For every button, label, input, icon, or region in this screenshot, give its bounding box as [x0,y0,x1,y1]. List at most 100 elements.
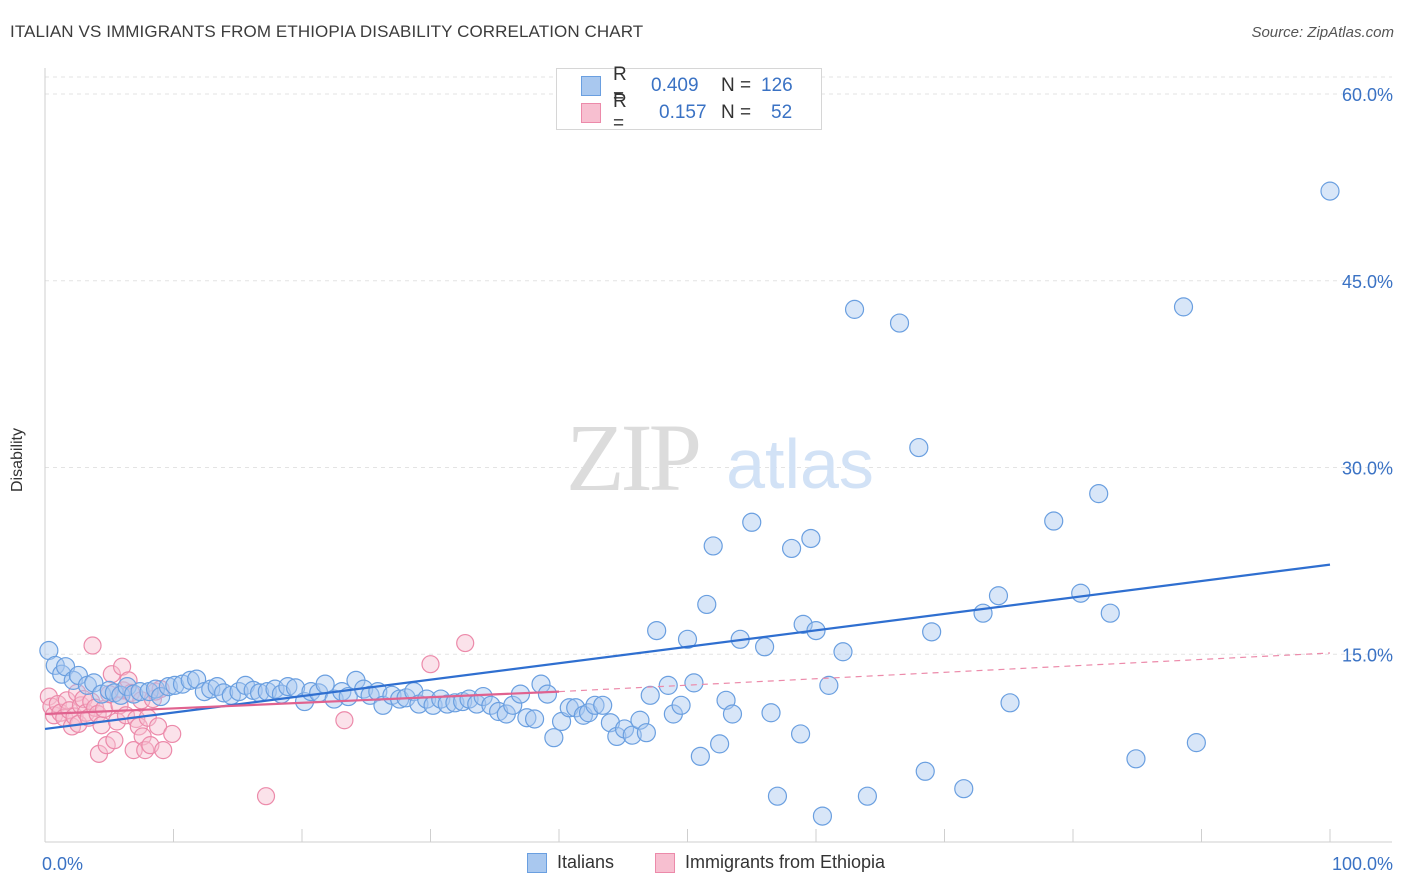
legend-r-value: 0.409 [651,75,699,96]
italians-point [214,683,234,703]
italians-point [1100,603,1120,623]
italians-point [445,693,465,713]
italians-point [544,728,564,748]
italians-point [151,686,171,707]
ethiopia-trend-extension [558,652,1331,693]
italians-trend-line [44,563,1331,731]
watermark: ZIP atlas [566,404,874,511]
ethiopia-point [335,711,354,730]
legend-item-italians[interactable]: Italians [527,852,614,873]
italians-point [630,710,650,730]
italians-point [1186,733,1206,753]
italians-point [585,695,605,715]
legend-row-ethiopia: R = 0.157 N = 52 [581,91,793,134]
italians-point [1071,583,1091,603]
ethiopia-point [92,716,111,735]
italians-point [697,594,717,615]
italians-point [537,684,558,704]
legend-r-label: R = [613,91,627,134]
italians-point [761,703,781,723]
italians-point [117,677,137,697]
italians-point [812,806,833,826]
legend-n-label: N = [721,75,752,96]
italians-point [742,512,762,532]
italians-point [973,603,993,623]
italians-point [754,637,775,657]
italians-point [988,586,1009,606]
legend-label-italians: Italians [557,852,615,872]
legend-n-value: 52 [771,102,793,123]
ethiopia-point [83,636,102,655]
italians-point [722,704,743,724]
italians-point [909,437,929,458]
italians-point [954,779,974,799]
italians-point [671,695,691,715]
tick-labels: 15.0% 30.0% 45.0% 60.0% 0.0% 100.0% [42,85,1393,874]
ethiopia-point [163,724,182,744]
gridlines [45,76,1392,655]
italians-point [677,629,698,649]
italians-point [489,701,509,722]
ethiopia-point [136,741,155,760]
watermark-atlas: atlas [726,425,874,503]
watermark-zip: ZIP [566,404,699,511]
italians-point [781,538,802,559]
italians-point [278,677,298,697]
ethiopia-point [102,665,121,684]
italians-point [889,313,910,333]
italians-point [99,680,119,700]
trend-lines [44,563,1331,731]
x-tick-label-min: 0.0% [42,854,83,874]
ethiopia-point [456,633,475,653]
italians-point [690,746,710,766]
italians-point [481,695,501,715]
italians-point [636,723,656,743]
italians-point [324,689,344,709]
italians-point [819,675,839,695]
italians-point [165,675,185,695]
italians-point [566,698,586,718]
y-tick-label: 30.0% [1342,459,1393,479]
italians-point [640,685,660,705]
legend-item-ethiopia[interactable]: Immigrants from Ethiopia [655,852,885,873]
ethiopia-point [148,717,168,736]
italians-point [790,724,811,744]
italians-point [517,708,537,728]
italians-point [1126,749,1146,769]
italians-point [437,694,457,714]
italians-point [1320,181,1340,201]
italians-point [1044,511,1064,531]
correlation-legend: R = 0.409 N = 126 R = 0.157 N = 52 [556,64,822,134]
italians-point [710,734,730,754]
italians-point [658,675,678,695]
y-tick-label: 15.0% [1342,645,1393,665]
italians-point [593,695,613,715]
italians-point [801,528,821,549]
legend-label-ethiopia: Immigrants from Ethiopia [685,852,886,872]
ethiopia-trend-line [44,690,560,716]
chart-title: ITALIAN VS IMMIGRANTS FROM ETHIOPIA DISA… [10,22,644,41]
italians-point [180,670,200,690]
x-tick-label-max: 100.0% [1332,854,1393,874]
italians-point [647,620,667,641]
italians-point [1173,297,1194,317]
italians-point [767,786,788,806]
legend-swatch-ethiopia [655,852,675,873]
legend-swatch-italians [527,852,547,873]
italians-point [84,673,104,693]
legend-n-label: N = [721,102,752,123]
ethiopia-point [105,731,124,750]
italians-point [833,642,853,662]
italians-point [1089,484,1109,504]
italians-point [915,761,935,781]
series-legend: Italians Immigrants from Ethiopia [0,852,1406,876]
y-tick-label: 45.0% [1342,272,1393,292]
italians-point [922,622,942,642]
axes [44,68,1392,843]
ethiopia-point [256,787,276,806]
italians-point [622,725,642,745]
ethiopia-point [421,655,440,674]
legend-row-italians: R = 0.409 N = 126 [581,64,793,107]
italians-point [684,673,704,693]
